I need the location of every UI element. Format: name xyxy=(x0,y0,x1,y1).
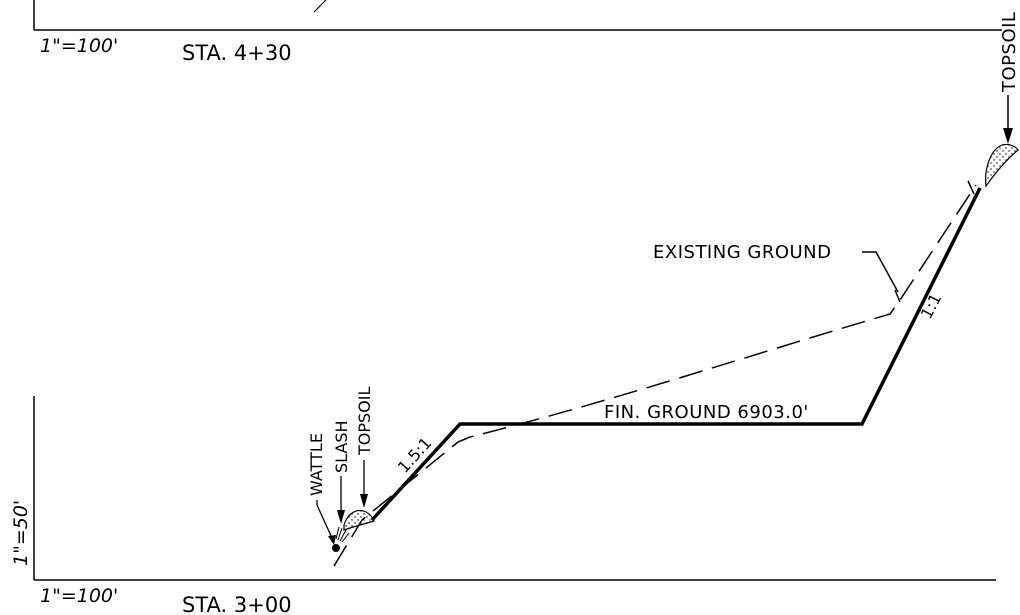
topsoil-left-arrow-icon xyxy=(360,494,368,508)
existing-ground-label: EXISTING GROUND xyxy=(653,242,832,263)
upper-section-slope-fragment xyxy=(313,0,327,13)
wattle-label: WATTLE xyxy=(307,433,326,496)
slash-label: SLASH xyxy=(332,420,351,473)
lower-section-frame: 1"=100' STA. 3+00 1"=50' xyxy=(10,396,996,615)
wattle-arrow-icon xyxy=(328,535,336,545)
left-toe-details: WATTLE SLASH TOPSOIL xyxy=(307,387,375,552)
upper-section: 1"=100' STA. 4+30 xyxy=(33,0,1002,65)
topsoil-mound-left xyxy=(343,509,375,531)
slash-arrow-icon xyxy=(337,510,345,524)
topsoil-mound-right xyxy=(985,143,1019,188)
lower-vertical-scale: 1"=50' xyxy=(10,500,32,566)
finished-ground-line xyxy=(370,187,982,522)
slope-right-label: 1:1 xyxy=(917,290,946,322)
slope-break-tick xyxy=(894,289,901,303)
fin-ground-callout: FIN. GROUND 6903.0' xyxy=(604,402,809,423)
wattle-leader xyxy=(316,500,333,539)
existing-ground-leader xyxy=(862,251,899,293)
existing-ground-callout: EXISTING GROUND xyxy=(653,242,899,293)
catch-point-tick xyxy=(967,180,975,195)
lower-horizontal-scale: 1"=100' xyxy=(40,585,118,607)
topsoil-right-arrow-icon xyxy=(1003,128,1013,144)
topsoil-left-label: TOPSOIL xyxy=(355,387,374,456)
upper-station-label: STA. 4+30 xyxy=(182,41,292,65)
fin-ground-label: FIN. GROUND 6903.0' xyxy=(604,402,809,423)
slash-symbol xyxy=(335,526,350,543)
existing-ground-line xyxy=(333,184,977,567)
lower-station-label: STA. 3+00 xyxy=(182,593,292,615)
topsoil-stockpile-right: TOPSOIL xyxy=(985,12,1020,188)
upper-horizontal-scale: 1"=100' xyxy=(40,35,118,57)
wattle-symbol xyxy=(332,544,340,552)
topsoil-right-label: TOPSOIL xyxy=(999,12,1020,93)
